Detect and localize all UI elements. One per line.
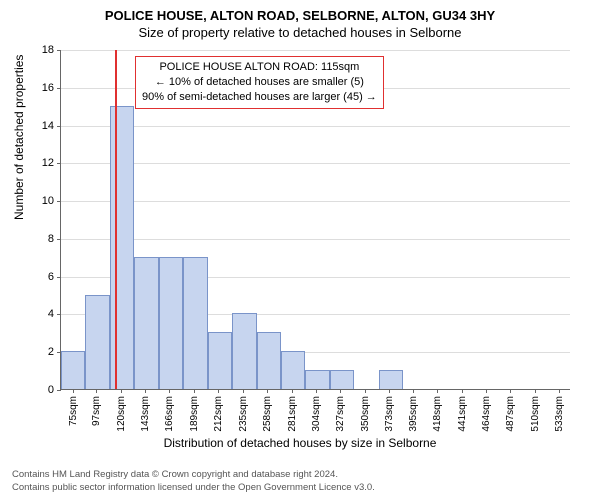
gridline: [61, 163, 570, 164]
histogram-bar: [232, 313, 256, 389]
histogram-bar: [61, 351, 85, 389]
annotation-line-3: 90% of semi-detached houses are larger (…: [142, 90, 377, 105]
xtick-label: 510sqm: [530, 396, 541, 432]
xtick-mark: [389, 389, 390, 393]
x-axis-label: Distribution of detached houses by size …: [0, 436, 600, 450]
xtick-label: 258sqm: [262, 396, 273, 432]
footer: Contains HM Land Registry data © Crown c…: [12, 469, 375, 494]
plot-wrap: POLICE HOUSE ALTON ROAD: 115sqm ← 10% of…: [60, 50, 570, 390]
xtick-mark: [194, 389, 195, 393]
gridline: [61, 201, 570, 202]
histogram-bar: [257, 332, 281, 389]
ytick-mark: [57, 126, 61, 127]
xtick-label: 395sqm: [408, 396, 419, 432]
histogram-bar: [379, 370, 403, 389]
xtick-mark: [437, 389, 438, 393]
xtick-label: 487sqm: [505, 396, 516, 432]
xtick-mark: [121, 389, 122, 393]
xtick-label: 143sqm: [140, 396, 151, 432]
xtick-mark: [316, 389, 317, 393]
xtick-label: 281sqm: [287, 396, 298, 432]
xtick-label: 97sqm: [91, 396, 102, 426]
gridline: [61, 50, 570, 51]
xtick-label: 75sqm: [68, 396, 79, 426]
xtick-mark: [292, 389, 293, 393]
ytick-label: 2: [24, 346, 54, 358]
xtick-label: 120sqm: [116, 396, 127, 432]
ytick-mark: [57, 88, 61, 89]
ytick-mark: [57, 163, 61, 164]
ytick-label: 6: [24, 271, 54, 283]
xtick-label: 441sqm: [457, 396, 468, 432]
xtick-mark: [413, 389, 414, 393]
xtick-mark: [145, 389, 146, 393]
xtick-mark: [510, 389, 511, 393]
histogram-bar: [305, 370, 329, 389]
xtick-label: 189sqm: [189, 396, 200, 432]
xtick-label: 350sqm: [360, 396, 371, 432]
gridline: [61, 126, 570, 127]
reference-line: [115, 50, 117, 389]
gridline: [61, 239, 570, 240]
xtick-label: 235sqm: [238, 396, 249, 432]
ytick-mark: [57, 314, 61, 315]
xtick-mark: [218, 389, 219, 393]
xtick-label: 166sqm: [164, 396, 175, 432]
ytick-label: 12: [24, 157, 54, 169]
ytick-label: 8: [24, 233, 54, 245]
xtick-mark: [243, 389, 244, 393]
xtick-mark: [340, 389, 341, 393]
xtick-label: 533sqm: [554, 396, 565, 432]
xtick-label: 373sqm: [384, 396, 395, 432]
xtick-mark: [462, 389, 463, 393]
ytick-mark: [57, 201, 61, 202]
ytick-label: 18: [24, 44, 54, 56]
ytick-mark: [57, 239, 61, 240]
ytick-label: 14: [24, 120, 54, 132]
chart-subtitle: Size of property relative to detached ho…: [0, 23, 600, 40]
ytick-label: 10: [24, 195, 54, 207]
annotation-box: POLICE HOUSE ALTON ROAD: 115sqm ← 10% of…: [135, 56, 384, 109]
chart-container: POLICE HOUSE, ALTON ROAD, SELBORNE, ALTO…: [0, 0, 600, 500]
histogram-bar: [183, 257, 207, 389]
histogram-bar: [281, 351, 305, 389]
footer-line-2: Contains public sector information licen…: [12, 482, 375, 494]
xtick-mark: [96, 389, 97, 393]
footer-line-1: Contains HM Land Registry data © Crown c…: [12, 469, 375, 481]
histogram-bar: [330, 370, 354, 389]
ytick-label: 16: [24, 82, 54, 94]
annotation-line-2: ← 10% of detached houses are smaller (5): [142, 75, 377, 90]
xtick-label: 304sqm: [311, 396, 322, 432]
ytick-mark: [57, 390, 61, 391]
annotation-line-1: POLICE HOUSE ALTON ROAD: 115sqm: [142, 60, 377, 75]
xtick-mark: [365, 389, 366, 393]
xtick-mark: [73, 389, 74, 393]
ytick-mark: [57, 50, 61, 51]
histogram-bar: [159, 257, 183, 389]
histogram-bar: [110, 106, 134, 389]
xtick-mark: [486, 389, 487, 393]
xtick-label: 212sqm: [213, 396, 224, 432]
xtick-label: 418sqm: [432, 396, 443, 432]
xtick-label: 464sqm: [481, 396, 492, 432]
histogram-bar: [134, 257, 158, 389]
ytick-mark: [57, 277, 61, 278]
chart-title: POLICE HOUSE, ALTON ROAD, SELBORNE, ALTO…: [0, 0, 600, 23]
ytick-label: 0: [24, 384, 54, 396]
ytick-label: 4: [24, 308, 54, 320]
xtick-mark: [559, 389, 560, 393]
xtick-mark: [267, 389, 268, 393]
xtick-mark: [169, 389, 170, 393]
xtick-mark: [535, 389, 536, 393]
histogram-bar: [85, 295, 109, 389]
xtick-label: 327sqm: [335, 396, 346, 432]
histogram-bar: [208, 332, 232, 389]
